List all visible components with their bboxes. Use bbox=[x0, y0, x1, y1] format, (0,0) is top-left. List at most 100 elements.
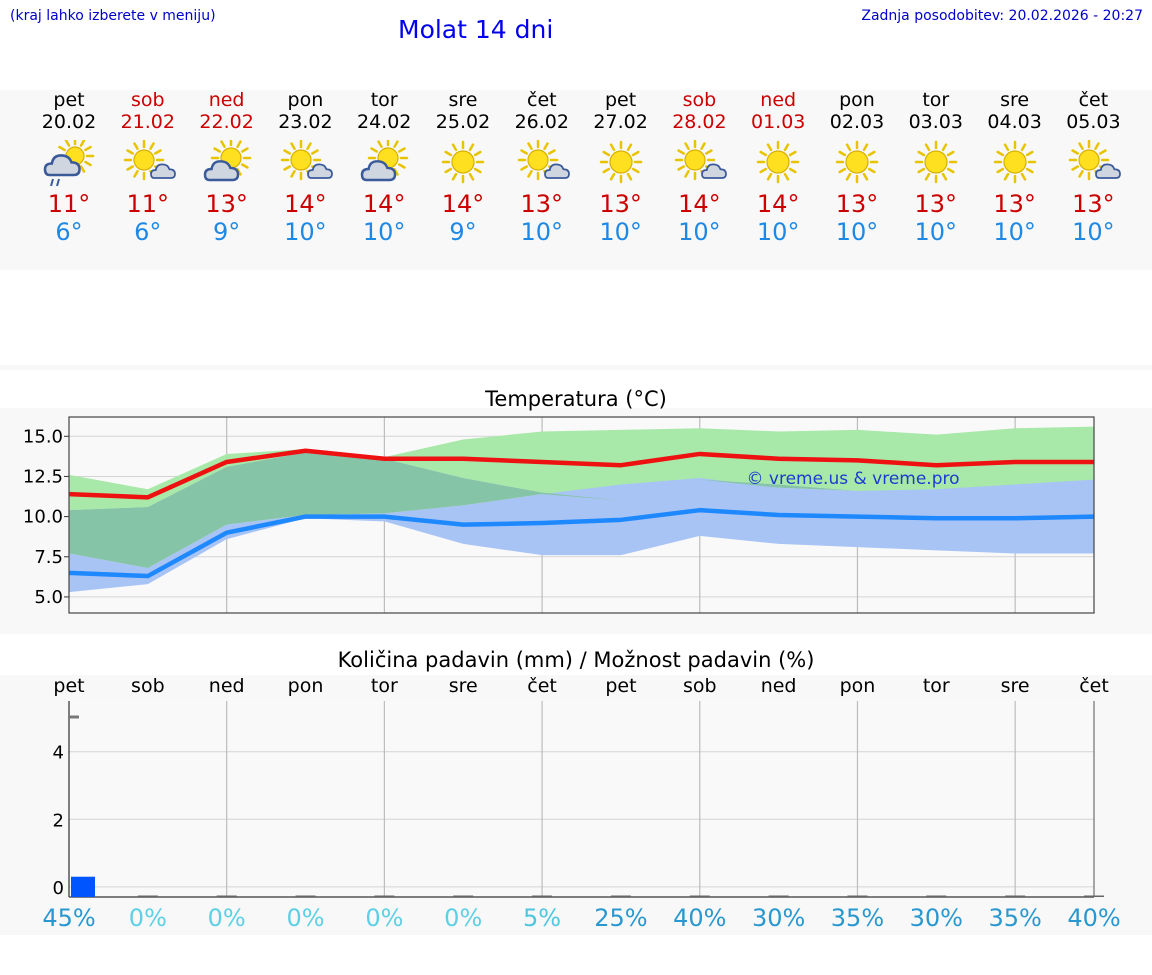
sun-icon bbox=[756, 140, 800, 184]
day-name: pon bbox=[287, 89, 324, 111]
plot-area bbox=[69, 701, 1094, 897]
precip-probability: 40% bbox=[1067, 904, 1121, 932]
sun-small-cloud-icon bbox=[1069, 140, 1122, 181]
day-date: 28.02 bbox=[672, 111, 727, 133]
precip-bar bbox=[216, 895, 237, 897]
temp-max: 13° bbox=[835, 190, 879, 218]
location-hint[interactable]: (kraj lahko izberete v meniju) bbox=[10, 8, 216, 24]
precip-bar bbox=[71, 876, 95, 897]
temp-min: 9° bbox=[212, 218, 241, 246]
day-column: sre 25.02 14° 9° bbox=[423, 89, 503, 246]
y-tick-label: 0 bbox=[53, 878, 64, 899]
day-column: čet 05.03 13° 10° bbox=[1053, 89, 1133, 246]
sun-icon bbox=[993, 140, 1036, 184]
sun-icon bbox=[914, 140, 958, 184]
sun-icon bbox=[599, 140, 642, 184]
precip-day-label: sob bbox=[131, 675, 165, 697]
day-date: 05.03 bbox=[1066, 111, 1121, 133]
temp-max: 13° bbox=[599, 190, 642, 218]
temp-min: 10° bbox=[1072, 218, 1115, 246]
precip-chart-title: Količina padavin (mm) / Možnost padavin … bbox=[337, 648, 815, 672]
sun-small-cloud-icon bbox=[123, 140, 176, 181]
min-temp-line bbox=[68, 507, 1095, 579]
temp-max: 13° bbox=[205, 190, 248, 218]
temp-max: 14° bbox=[362, 190, 406, 218]
day-name: čet bbox=[527, 89, 557, 111]
max-temp-line bbox=[68, 448, 1094, 500]
precip-probability: 30% bbox=[751, 904, 806, 932]
day-column: pon 02.03 13° 10° bbox=[817, 89, 897, 246]
precip-day-label: tor bbox=[370, 675, 398, 697]
partly-cloudy-icon bbox=[203, 140, 251, 182]
precip-probability: 30% bbox=[909, 904, 963, 932]
temp-max: 14° bbox=[678, 190, 721, 218]
day-name: sob bbox=[682, 89, 717, 111]
temp-min: 6° bbox=[55, 218, 83, 246]
temp-min: 10° bbox=[835, 218, 879, 246]
band-overlap bbox=[69, 452, 1094, 569]
day-date: 25.02 bbox=[435, 111, 491, 133]
precip-probability: 35% bbox=[830, 904, 885, 932]
day-name: sob bbox=[131, 89, 165, 111]
precip-bar bbox=[768, 895, 789, 897]
precip-bar bbox=[1084, 895, 1104, 897]
precip-day-label: sre bbox=[448, 675, 478, 697]
day-date: 22.02 bbox=[199, 111, 254, 133]
temp-min: 6° bbox=[134, 218, 162, 246]
precip-day-label: čet bbox=[527, 675, 557, 697]
temp-max: 11° bbox=[126, 190, 170, 218]
precip-day-label: sob bbox=[682, 675, 717, 697]
day-column: tor 24.02 14° 10° bbox=[344, 89, 424, 246]
precip-bar bbox=[374, 895, 395, 897]
day-name: tor bbox=[922, 89, 950, 111]
precip-bar bbox=[847, 895, 868, 897]
y-tick-label: 7.5 bbox=[34, 547, 63, 568]
temperature-chart-title: Temperatura (°C) bbox=[485, 387, 667, 411]
page-title: Molat 14 dni bbox=[398, 15, 554, 44]
precip-chart: 4 2 0 bbox=[53, 701, 1104, 899]
temp-min: 10° bbox=[756, 218, 800, 246]
temp-min: 10° bbox=[914, 218, 958, 246]
day-column: sob 28.02 14° 10° bbox=[659, 89, 739, 246]
temp-max: 13° bbox=[914, 190, 958, 218]
precip-probability: 0% bbox=[207, 904, 246, 932]
precip-probability: 25% bbox=[594, 904, 648, 932]
last-updated: Zadnja posodobitev: 20.02.2026 - 20:27 bbox=[861, 8, 1143, 24]
precip-bar bbox=[1005, 895, 1026, 897]
temp-min: 10° bbox=[362, 218, 406, 246]
day-name: ned bbox=[760, 89, 797, 111]
temp-min: 10° bbox=[520, 218, 564, 246]
day-name: pon bbox=[839, 89, 875, 111]
sun-icon bbox=[835, 140, 879, 184]
temp-min: 9° bbox=[449, 218, 477, 246]
precip-day-label: ned bbox=[760, 675, 797, 697]
day-column: tor 03.03 13° 10° bbox=[896, 89, 976, 246]
sun-small-cloud-icon bbox=[675, 140, 728, 181]
day-date: 03.03 bbox=[908, 111, 963, 133]
temp-min: 10° bbox=[599, 218, 642, 246]
min-range-band bbox=[69, 478, 1094, 593]
sun-icon bbox=[441, 140, 485, 184]
max-range-band bbox=[69, 426, 1094, 511]
day-date: 21.02 bbox=[120, 111, 175, 133]
y-tick-label: 2 bbox=[53, 810, 64, 831]
rain-partly-cloudy-icon bbox=[43, 140, 95, 186]
day-name: sre bbox=[448, 89, 478, 111]
day-date: 04.03 bbox=[987, 111, 1042, 133]
sun-small-cloud-icon bbox=[517, 140, 570, 181]
day-date: 27.02 bbox=[593, 111, 648, 133]
day-column: ned 01.03 14° 10° bbox=[738, 89, 818, 246]
precip-probability: 35% bbox=[988, 904, 1042, 932]
precip-bar bbox=[295, 895, 316, 897]
temp-max: 14° bbox=[756, 190, 800, 218]
temp-min: 10° bbox=[678, 218, 721, 246]
day-date: 02.03 bbox=[829, 111, 885, 133]
day-name: pet bbox=[53, 89, 85, 111]
separator-band bbox=[0, 365, 1152, 370]
precip-bar bbox=[926, 895, 947, 897]
sun-small-cloud-icon bbox=[281, 140, 334, 181]
precip-probability: 0% bbox=[444, 904, 483, 932]
y-tick-label: 10.0 bbox=[23, 507, 63, 528]
partly-cloudy-icon bbox=[360, 140, 409, 182]
day-column: pon 23.02 14° 10° bbox=[265, 89, 345, 246]
